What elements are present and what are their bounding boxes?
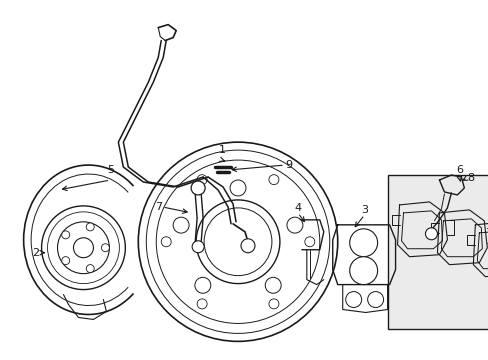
Circle shape xyxy=(264,277,281,293)
Circle shape xyxy=(191,181,204,195)
Circle shape xyxy=(197,175,207,185)
Circle shape xyxy=(197,299,207,309)
Circle shape xyxy=(304,237,314,247)
Text: 5: 5 xyxy=(107,165,114,175)
Circle shape xyxy=(61,231,70,239)
Text: 7: 7 xyxy=(155,202,162,212)
Circle shape xyxy=(86,223,94,231)
Circle shape xyxy=(86,265,94,273)
Circle shape xyxy=(367,292,383,307)
Circle shape xyxy=(241,239,254,253)
Circle shape xyxy=(101,244,109,252)
Circle shape xyxy=(161,237,171,247)
Circle shape xyxy=(229,180,245,196)
Circle shape xyxy=(192,241,203,253)
Circle shape xyxy=(173,217,189,233)
Circle shape xyxy=(195,277,210,293)
Bar xyxy=(387,175,488,329)
Circle shape xyxy=(349,229,377,257)
Circle shape xyxy=(286,217,302,233)
Text: 4: 4 xyxy=(294,203,301,213)
Text: 3: 3 xyxy=(361,205,367,215)
Text: 2: 2 xyxy=(32,248,39,258)
Text: 6: 6 xyxy=(455,165,462,175)
Circle shape xyxy=(425,228,437,240)
Circle shape xyxy=(268,175,278,185)
Text: 9: 9 xyxy=(285,160,291,170)
Text: 8: 8 xyxy=(467,173,473,183)
Text: 1: 1 xyxy=(218,145,225,155)
Circle shape xyxy=(73,238,93,258)
Circle shape xyxy=(349,257,377,285)
Circle shape xyxy=(345,292,361,307)
Circle shape xyxy=(268,299,278,309)
Circle shape xyxy=(61,257,70,265)
